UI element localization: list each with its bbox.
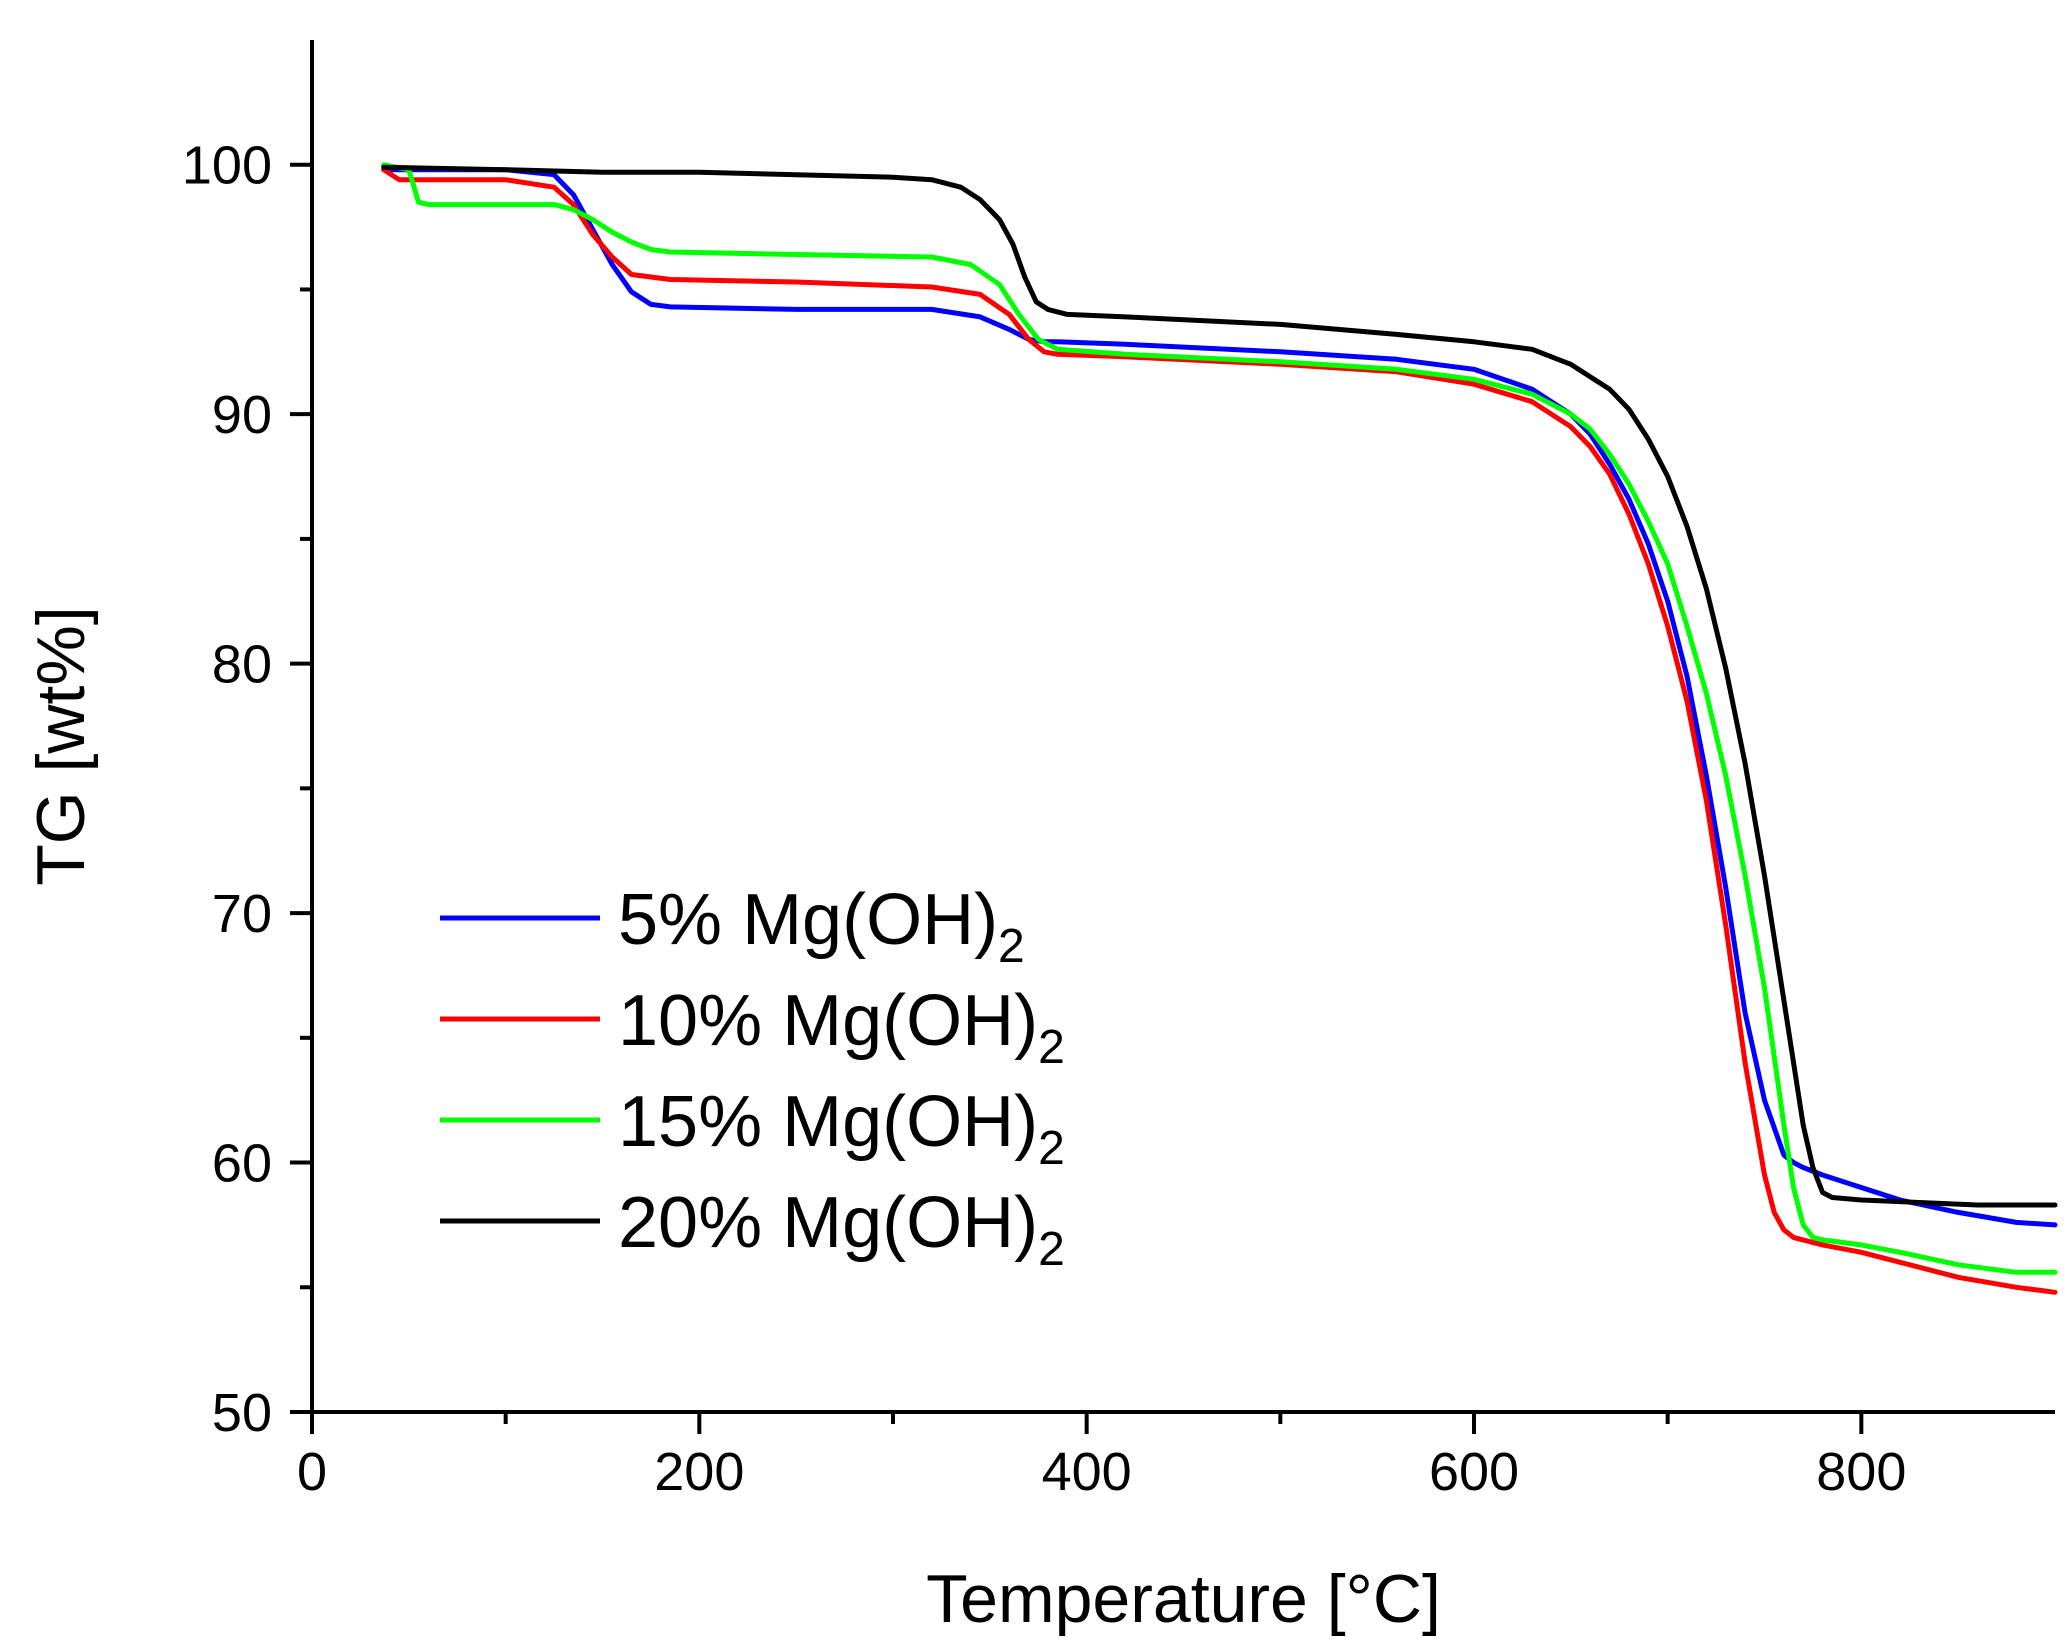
x-tick-label: 800 <box>1816 1442 1906 1502</box>
legend-label-subscript: 2 <box>1038 1122 1065 1175</box>
series-line-1 <box>381 167 2058 1228</box>
legend-label-2: 10% Mg(OH)2 <box>618 981 1065 1074</box>
y-tick-label: 100 <box>182 136 272 196</box>
series-line-2 <box>381 167 2058 1295</box>
legend-label-subscript: 2 <box>1038 1223 1065 1276</box>
legend-label-text: 5% Mg(OH) <box>618 880 998 960</box>
x-tick-label: 400 <box>1042 1442 1132 1502</box>
legend-label-3: 15% Mg(OH)2 <box>618 1082 1065 1175</box>
x-tick-label: 600 <box>1429 1442 1519 1502</box>
legend-label-4: 20% Mg(OH)2 <box>618 1183 1065 1276</box>
legend-label-text: 15% Mg(OH) <box>618 1082 1038 1162</box>
legend-label-text: 10% Mg(OH) <box>618 981 1038 1061</box>
axis-ticks: 0 200 400 600 800 50 60 70 80 90 100 <box>182 136 1906 1502</box>
series-line-4 <box>381 164 2058 1208</box>
legend-label-subscript: 2 <box>1038 1021 1065 1074</box>
legend-label-subscript: 2 <box>998 920 1025 973</box>
series-line-3 <box>381 162 2058 1275</box>
x-tick-label: 0 <box>297 1442 327 1502</box>
y-tick-label: 70 <box>212 884 272 944</box>
legend-label-1: 5% Mg(OH)2 <box>618 880 1025 973</box>
legend: 5% Mg(OH)210% Mg(OH)215% Mg(OH)220% Mg(O… <box>440 880 1065 1276</box>
x-axis-label: Temperature [°C] <box>926 1561 1441 1637</box>
y-tick-label: 50 <box>212 1383 272 1443</box>
y-axis-label: TG [wt%] <box>23 606 99 886</box>
series-lines <box>381 162 2058 1295</box>
plot-axes <box>310 40 2055 1414</box>
legend-label-text: 20% Mg(OH) <box>618 1183 1038 1263</box>
y-tick-label: 60 <box>212 1134 272 1194</box>
y-tick-label: 80 <box>212 635 272 695</box>
y-tick-label: 90 <box>212 385 272 445</box>
x-tick-label: 200 <box>654 1442 744 1502</box>
